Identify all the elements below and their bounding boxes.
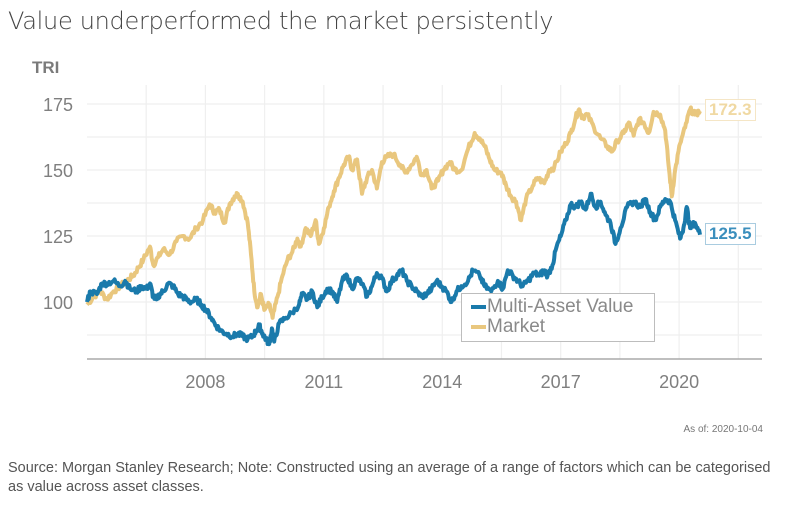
end-label-multi-asset-value: 125.5 xyxy=(705,222,756,245)
line-chart: 100 125 150 175 2008 2011 2014 2017 2020 xyxy=(43,85,762,392)
y-tick-label: 125 xyxy=(43,227,73,247)
legend-swatch-market xyxy=(471,325,486,329)
series-line-multi-asset-value xyxy=(85,191,702,347)
y-tick-label: 150 xyxy=(43,161,73,181)
legend: Multi-Asset Value Market xyxy=(461,293,655,342)
y-tick-labels: 100 125 150 175 xyxy=(43,95,73,313)
legend-item-market: Market xyxy=(471,316,654,337)
series-lines xyxy=(85,105,702,347)
y-tick-label: 100 xyxy=(43,293,73,313)
x-tick-labels: 2008 2011 2014 2017 2020 xyxy=(185,372,699,392)
x-tick-label: 2014 xyxy=(422,372,462,392)
as-of-date: As of: 2020-10-04 xyxy=(683,424,764,435)
series-line-market xyxy=(85,105,702,320)
end-label-market: 172.3 xyxy=(705,99,756,122)
x-tick-label: 2011 xyxy=(304,372,343,392)
chart-title: Value underperformed the market persiste… xyxy=(8,7,554,35)
source-note: Source: Morgan Stanley Research; Note: C… xyxy=(8,460,771,495)
legend-label: Multi-Asset Value xyxy=(487,296,634,317)
legend-label: Market xyxy=(487,316,546,337)
y-tick-label: 175 xyxy=(43,95,73,115)
gridlines xyxy=(87,85,762,359)
x-tick-label: 2020 xyxy=(659,372,699,392)
legend-swatch-value xyxy=(471,305,486,309)
x-tick-label: 2008 xyxy=(185,372,225,392)
x-tick-label: 2017 xyxy=(541,372,581,392)
y-axis-label: TRI xyxy=(32,58,60,77)
legend-item-multi-asset-value: Multi-Asset Value xyxy=(471,296,654,317)
